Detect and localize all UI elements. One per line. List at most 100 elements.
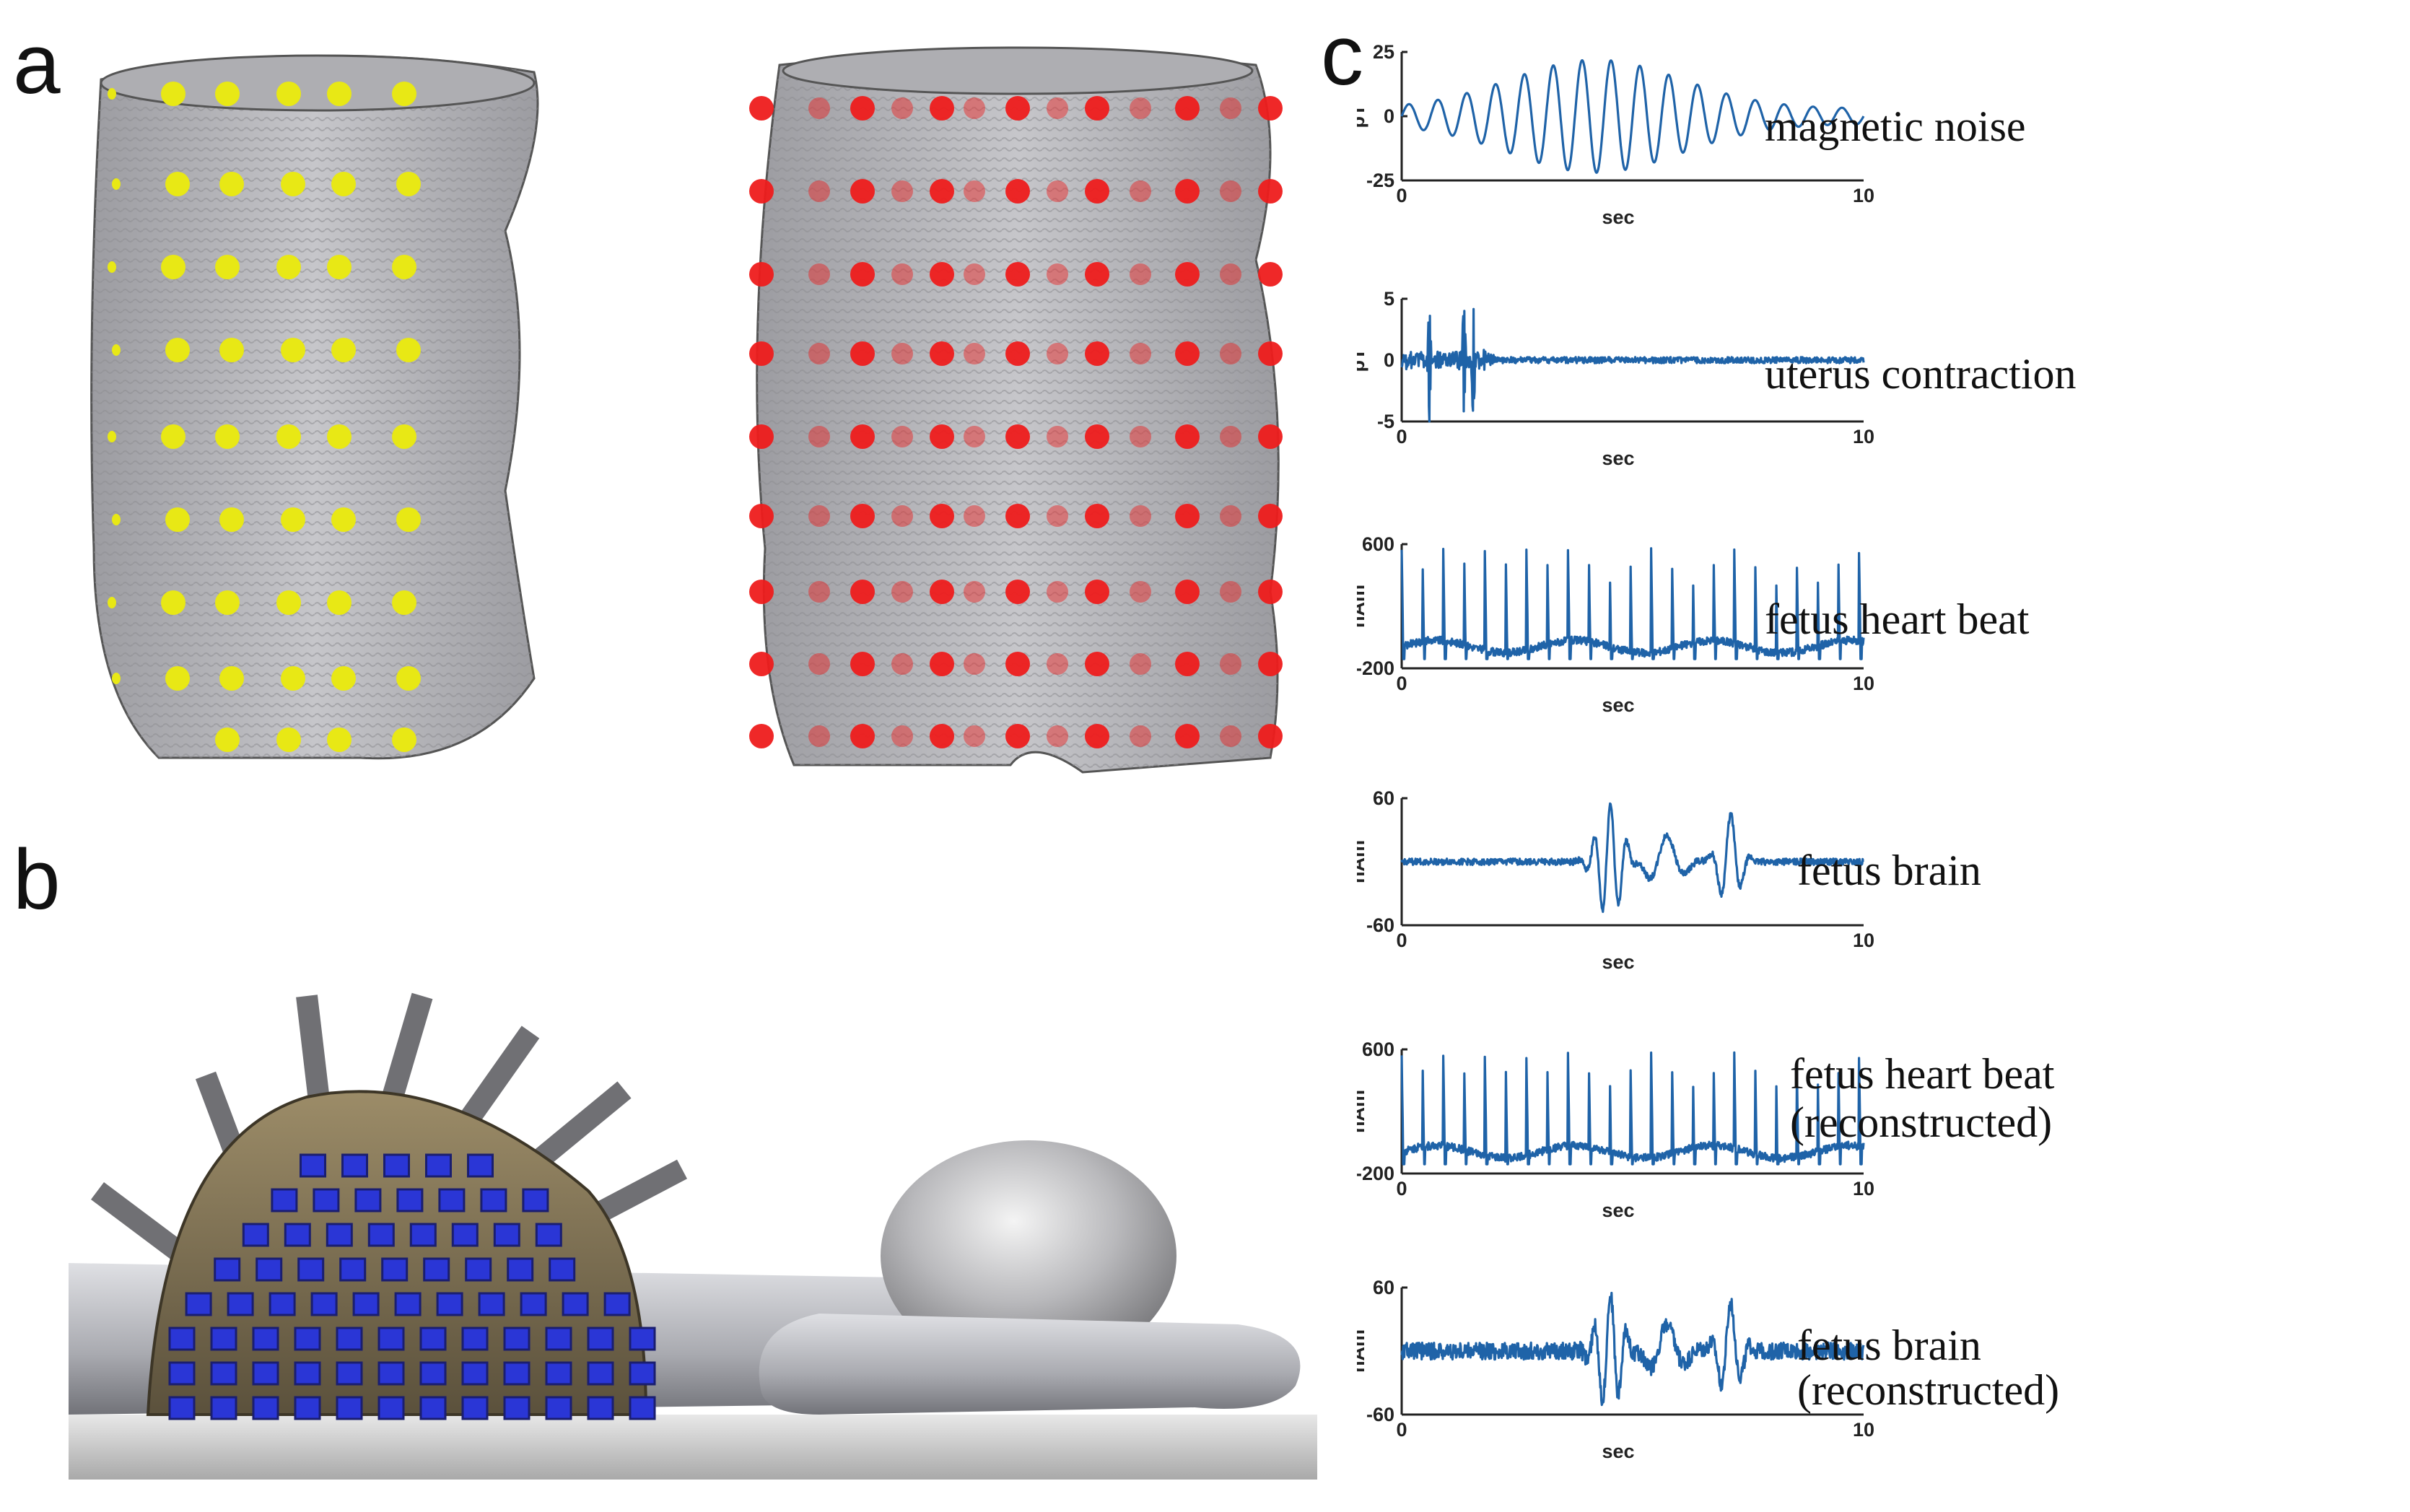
y-axis-label: nAm — [1357, 1090, 1368, 1133]
y-axis-label: nAm — [1357, 840, 1368, 883]
sensor-dot — [396, 338, 421, 362]
sensor-dot — [1258, 652, 1283, 676]
sensor-dot — [276, 727, 301, 752]
sensor-dot — [327, 727, 352, 752]
sensor-dot — [1258, 96, 1283, 121]
torso-sensor-figure — [90, 46, 1283, 774]
sensor-cube — [562, 1292, 589, 1316]
sensor-dot — [108, 261, 116, 273]
sensor-cube — [587, 1396, 614, 1420]
sensor-dot — [219, 507, 244, 532]
sensor-cube — [438, 1188, 466, 1212]
sensor-dot — [161, 424, 185, 449]
sensor-dot — [1258, 424, 1283, 449]
sensor-dot — [112, 178, 121, 190]
sensor-dot — [327, 424, 352, 449]
sensor-dot — [749, 96, 774, 121]
sensor-dot — [1130, 180, 1151, 202]
sensor-dot — [1220, 725, 1241, 747]
sensor-dot — [891, 653, 913, 675]
sensor-dot — [930, 580, 954, 604]
sensor-dot — [392, 82, 416, 106]
y-axis-label: nAm — [1357, 585, 1368, 628]
y-tick-label: -200 — [1357, 1163, 1394, 1184]
sensor-dot — [1175, 262, 1200, 287]
sensor-dot — [1258, 179, 1283, 204]
sensor-dot — [1130, 426, 1151, 447]
sensor-dot — [1085, 504, 1109, 528]
sensor-dot — [161, 590, 185, 615]
sensor-cube — [419, 1361, 447, 1386]
sensor-dot — [1085, 341, 1109, 366]
sensor-cube — [313, 1188, 340, 1212]
x-tick-label: 10 — [1853, 426, 1874, 447]
y-tick-label: 60 — [1373, 787, 1394, 809]
sensor-dot — [1175, 724, 1200, 748]
sensor-dot — [1220, 97, 1241, 119]
sensor-dot — [1258, 262, 1283, 287]
sensor-dot — [891, 581, 913, 603]
sensor-dot — [392, 424, 416, 449]
sensor-cube — [522, 1188, 549, 1212]
sensor-dot — [1085, 724, 1109, 748]
sensor-dot — [891, 426, 913, 447]
sensor-dot — [1005, 262, 1030, 287]
sensor-cube — [168, 1327, 196, 1351]
sensor-cube — [381, 1257, 409, 1282]
signal-label: fetus heart beat — [1790, 1050, 2055, 1098]
sensor-dot — [331, 507, 356, 532]
sensor-dot — [1085, 96, 1109, 121]
x-tick-label: 10 — [1853, 673, 1874, 694]
signal-label: (reconstructed) — [1790, 1098, 2052, 1146]
x-axis-label: sec — [1602, 951, 1634, 973]
sensor-dot — [281, 507, 305, 532]
sensor-cube — [336, 1361, 363, 1386]
sensor-dot — [165, 172, 190, 196]
sensor-dot — [749, 580, 774, 604]
sensor-dot — [1047, 426, 1068, 447]
x-tick-label: 0 — [1396, 185, 1407, 206]
sensor-dot — [219, 338, 244, 362]
y-tick-label: 600 — [1362, 533, 1394, 555]
sensor-cube — [396, 1188, 424, 1212]
sensor-cube — [480, 1188, 507, 1212]
sensor-cube — [535, 1223, 562, 1247]
sensor-dot — [1047, 505, 1068, 527]
sensor-cubes — [168, 1153, 656, 1420]
sensor-dot — [850, 424, 875, 449]
sensor-dot — [850, 341, 875, 366]
sensor-dot — [112, 514, 121, 525]
sensor-cube — [545, 1361, 572, 1386]
sensor-cube — [465, 1257, 492, 1282]
sensor-dot — [392, 255, 416, 279]
sensor-cube — [507, 1257, 534, 1282]
sensor-dot — [281, 666, 305, 691]
sensor-cube — [629, 1361, 656, 1386]
sensor-cube — [423, 1257, 450, 1282]
sensor-cube — [341, 1153, 368, 1178]
sensor-dot — [930, 179, 954, 204]
sensor-dot — [1085, 179, 1109, 204]
chart-fetus_brain: 60 -600 10 sec nAm fetus brain — [1357, 787, 1981, 973]
sensor-cube — [461, 1361, 489, 1386]
sensor-dot — [331, 172, 356, 196]
sensor-dot — [219, 666, 244, 691]
y-tick-label: -200 — [1357, 657, 1394, 679]
y-axis-label: pT — [1357, 348, 1368, 372]
sensor-dots-yellow — [108, 82, 421, 752]
sensor-dot — [1005, 96, 1030, 121]
sensor-dot — [930, 96, 954, 121]
sensor-dot — [850, 179, 875, 204]
signal-label: fetus heart beat — [1765, 595, 2030, 643]
series-line — [1400, 1291, 1865, 1407]
sensor-dot — [1175, 652, 1200, 676]
sensor-cube — [383, 1153, 410, 1178]
sensor-dot — [808, 426, 830, 447]
sensor-dot — [108, 431, 116, 442]
sensor-dot — [749, 504, 774, 528]
chart-fetus_brain_reconstructed: 60 -600 10 sec nAm fetus brain(reconstructed) — [1357, 1277, 2059, 1462]
sensor-dot — [331, 666, 356, 691]
sensor-dot — [808, 725, 830, 747]
sensor-dot — [930, 262, 954, 287]
